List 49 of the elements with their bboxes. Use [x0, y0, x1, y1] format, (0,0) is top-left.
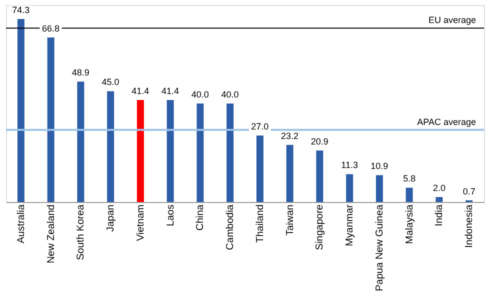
bar — [47, 38, 54, 202]
x-tick-label: Singapore — [314, 204, 326, 250]
x-tick-label: Japan — [106, 204, 117, 232]
bar — [226, 104, 234, 202]
bar — [436, 197, 443, 202]
bar — [376, 175, 383, 202]
x-tick-label: Papua New Guinea — [374, 204, 386, 292]
bar — [166, 100, 174, 202]
data-label: 40.0 — [221, 90, 239, 100]
data-label: 41.4 — [132, 86, 150, 96]
data-label: 45.0 — [102, 77, 120, 88]
ref-line-label: EU average — [428, 15, 476, 26]
x-tick-label: Laos — [165, 204, 176, 226]
bar — [17, 19, 24, 202]
x-tick-label: Cambodia — [225, 204, 236, 250]
bar — [256, 136, 264, 202]
data-label: 0.7 — [462, 186, 476, 196]
x-tick-label: Vietnam — [135, 204, 146, 242]
bar — [107, 91, 114, 202]
x-tick-label: South Korea — [76, 204, 87, 260]
x-tick-label: New Zealand — [46, 204, 57, 264]
bar — [286, 144, 294, 202]
x-tick-label: Indonesia — [464, 204, 476, 248]
data-label: 74.3 — [12, 5, 30, 16]
data-label: 27.0 — [251, 122, 269, 132]
bar — [406, 188, 413, 202]
x-tick-label: India — [434, 204, 446, 226]
bar — [136, 100, 144, 202]
bar — [196, 104, 204, 202]
x-tick-label: Thailand — [254, 204, 266, 243]
data-label: 40.0 — [191, 90, 209, 100]
x-tick-label: China — [195, 204, 206, 231]
data-label: 20.9 — [310, 136, 328, 147]
data-label: 11.3 — [341, 160, 358, 170]
bar — [346, 174, 354, 202]
x-tick-label: Australia — [16, 204, 27, 244]
x-tick-label: Taiwan — [284, 204, 296, 236]
ref-line-label: APAC average — [417, 116, 476, 127]
x-tick-label: Myanmar — [344, 204, 356, 246]
x-tick-label: Malaysia — [404, 204, 416, 244]
data-label: 23.2 — [281, 130, 299, 141]
bar — [77, 82, 84, 202]
bar — [316, 150, 324, 202]
data-label: 66.8 — [42, 24, 60, 34]
data-label: 41.4 — [162, 86, 180, 96]
data-label: 48.9 — [72, 68, 90, 78]
data-label: 2.0 — [432, 183, 446, 194]
data-label: 10.9 — [370, 161, 388, 172]
data-label: 5.8 — [403, 174, 416, 184]
